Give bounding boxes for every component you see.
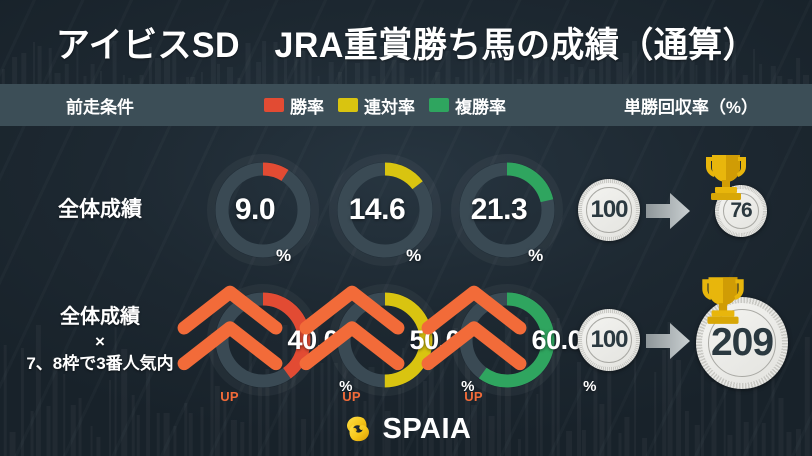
data-row-filtered: 全体成績 × 7、8枠で3番人気内 UP [0,275,812,405]
donut-show-rate-overall: 21.3 % [451,154,563,266]
legend-swatch-show-rate [429,98,449,112]
result-coin-value: 209 [710,321,774,364]
donut-center-show-rate-overall: 21.3 % [451,154,563,266]
donut-center-show-rate-filtered: UP 60.0 % [421,284,596,403]
donut-group-filtered: UP 40.0 % [177,284,596,403]
donut-unit: % [406,246,422,265]
row-label-overall: 全体成績 [0,197,200,224]
spaia-spiral-logo-icon [346,416,369,442]
payout-filtered: 100 [570,275,812,405]
legend-label-quinella-rate: 連対率 [364,97,415,117]
row-label-line: 全体成績 [58,197,142,221]
donut-group-overall: 9.0 % 14.6 % [200,154,570,266]
chevron-double-up-icon [299,285,404,371]
donut-unit: % [276,246,292,265]
legend-item-win-rate: 勝率 [264,93,324,118]
donut-quinella-rate-filtered: UP 50.0 % [299,284,474,403]
footer-brand: SPAIA [0,412,812,446]
legend-bar: 前走条件 勝率 連対率 複勝率 単勝回収率（%） [0,84,812,126]
up-label: UP [464,389,483,404]
base-coin-value: 100 [590,196,628,223]
brand-name: SPAIA [382,412,472,445]
data-row-overall: 全体成績 9.0 % [0,145,812,275]
legend-swatch-quinella-rate [338,98,358,112]
chevron-double-up-icon [177,285,282,371]
donut-unit: % [461,378,475,395]
donut-value: 9.0 [234,193,276,226]
arrow-right-icon [646,193,690,229]
legend-item-show-rate: 複勝率 [429,93,506,118]
coin-inner-ring [586,187,632,233]
row-label-multiplier: × [95,332,105,352]
legend-left-label: 前走条件 [66,97,134,117]
trophy-icon-overall [706,155,746,200]
base-coin-overall: 100 [578,179,640,241]
row-label-filtered: 全体成績 × 7、8枠で3番人気内 [0,305,200,374]
donut-center-win-rate-overall: 9.0 % [207,154,319,266]
base-coin-filtered: 100 [578,309,640,371]
chevron-double-up-icon [421,285,526,371]
arrow-right-icon [646,323,690,359]
legend-item-quinella-rate: 連対率 [338,93,415,118]
coin-inner-ring [723,193,759,229]
donut-center-quinella-rate-overall: 14.6 % [329,154,441,266]
up-label: UP [342,389,361,404]
up-indicator: UP [418,277,530,403]
coin-inner-ring [708,309,776,377]
up-label: UP [220,389,239,404]
up-indicator: UP [174,277,286,403]
legend-label-win-rate: 勝率 [290,97,324,117]
donut-unit: % [528,246,544,265]
donut-show-rate-filtered: UP 60.0 % [421,284,596,403]
title-band: アイビスSD JRA重賞勝ち馬の成績（通算） [0,0,812,84]
legend-swatch-win-rate [264,98,284,112]
payout-overall: 100 [570,145,812,275]
donut-center-quinella-rate-filtered: UP 50.0 % [299,284,474,403]
donut-unit: % [583,378,597,395]
donut-win-rate-overall: 9.0 % [207,154,319,266]
donut-unit: % [339,378,353,395]
donut-quinella-rate-overall: 14.6 % [329,154,441,266]
donut-value: 14.6 [348,193,406,226]
result-coin-value: 76 [730,199,752,222]
legend-items: 勝率 連対率 複勝率 [200,93,570,118]
donut-value: 60.0 [531,324,583,355]
donut-value: 21.3 [470,193,528,226]
legend-label-show-rate: 複勝率 [455,97,506,117]
base-coin-value: 100 [590,326,628,353]
row-label-line: 全体成績 [60,306,140,329]
page-title: アイビスSD JRA重賞勝ち馬の成績（通算） [55,25,757,65]
up-indicator: UP [296,277,408,403]
coin-inner-ring [586,317,632,363]
trophy-icon-filtered [702,277,744,324]
row-label-condition: 7、8枠で3番人気内 [26,353,174,373]
legend-right-label: 単勝回収率（%） [623,97,759,117]
